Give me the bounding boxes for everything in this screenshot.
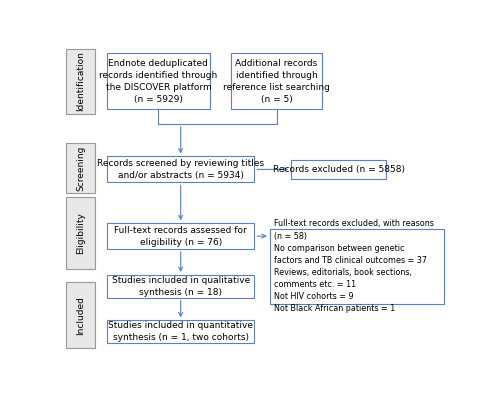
FancyBboxPatch shape: [107, 223, 255, 249]
FancyBboxPatch shape: [66, 282, 96, 348]
Text: Records excluded (n = 5858): Records excluded (n = 5858): [272, 165, 404, 174]
Text: Identification: Identification: [76, 52, 86, 112]
FancyBboxPatch shape: [107, 275, 255, 297]
FancyBboxPatch shape: [66, 143, 96, 193]
Text: Full-text records excluded, with reasons
(n = 58)
No comparison between genetic
: Full-text records excluded, with reasons…: [274, 219, 434, 314]
Text: Records screened by reviewing titles
and/or abstracts (n = 5934): Records screened by reviewing titles and…: [97, 159, 264, 180]
Text: Screening: Screening: [76, 145, 86, 191]
FancyBboxPatch shape: [107, 320, 255, 343]
Text: Additional records
identified through
reference list searching
(n = 5): Additional records identified through re…: [223, 59, 330, 104]
Text: Full-text records assessed for
eligibility (n = 76): Full-text records assessed for eligibili…: [114, 225, 247, 247]
FancyBboxPatch shape: [107, 53, 210, 110]
Text: Studies included in qualitative
synthesis (n = 18): Studies included in qualitative synthesi…: [112, 276, 250, 297]
FancyBboxPatch shape: [231, 53, 322, 110]
Text: Endnote deduplicated
records identified through
the DISCOVER platform
(n = 5929): Endnote deduplicated records identified …: [100, 59, 218, 104]
FancyBboxPatch shape: [291, 160, 386, 179]
FancyBboxPatch shape: [66, 197, 96, 269]
FancyBboxPatch shape: [66, 49, 96, 114]
Text: Eligibility: Eligibility: [76, 212, 86, 254]
FancyBboxPatch shape: [270, 229, 444, 304]
Text: Included: Included: [76, 296, 86, 335]
Text: Studies included in quantitative
synthesis (n = 1, two cohorts): Studies included in quantitative synthes…: [108, 321, 253, 342]
FancyBboxPatch shape: [107, 156, 255, 182]
